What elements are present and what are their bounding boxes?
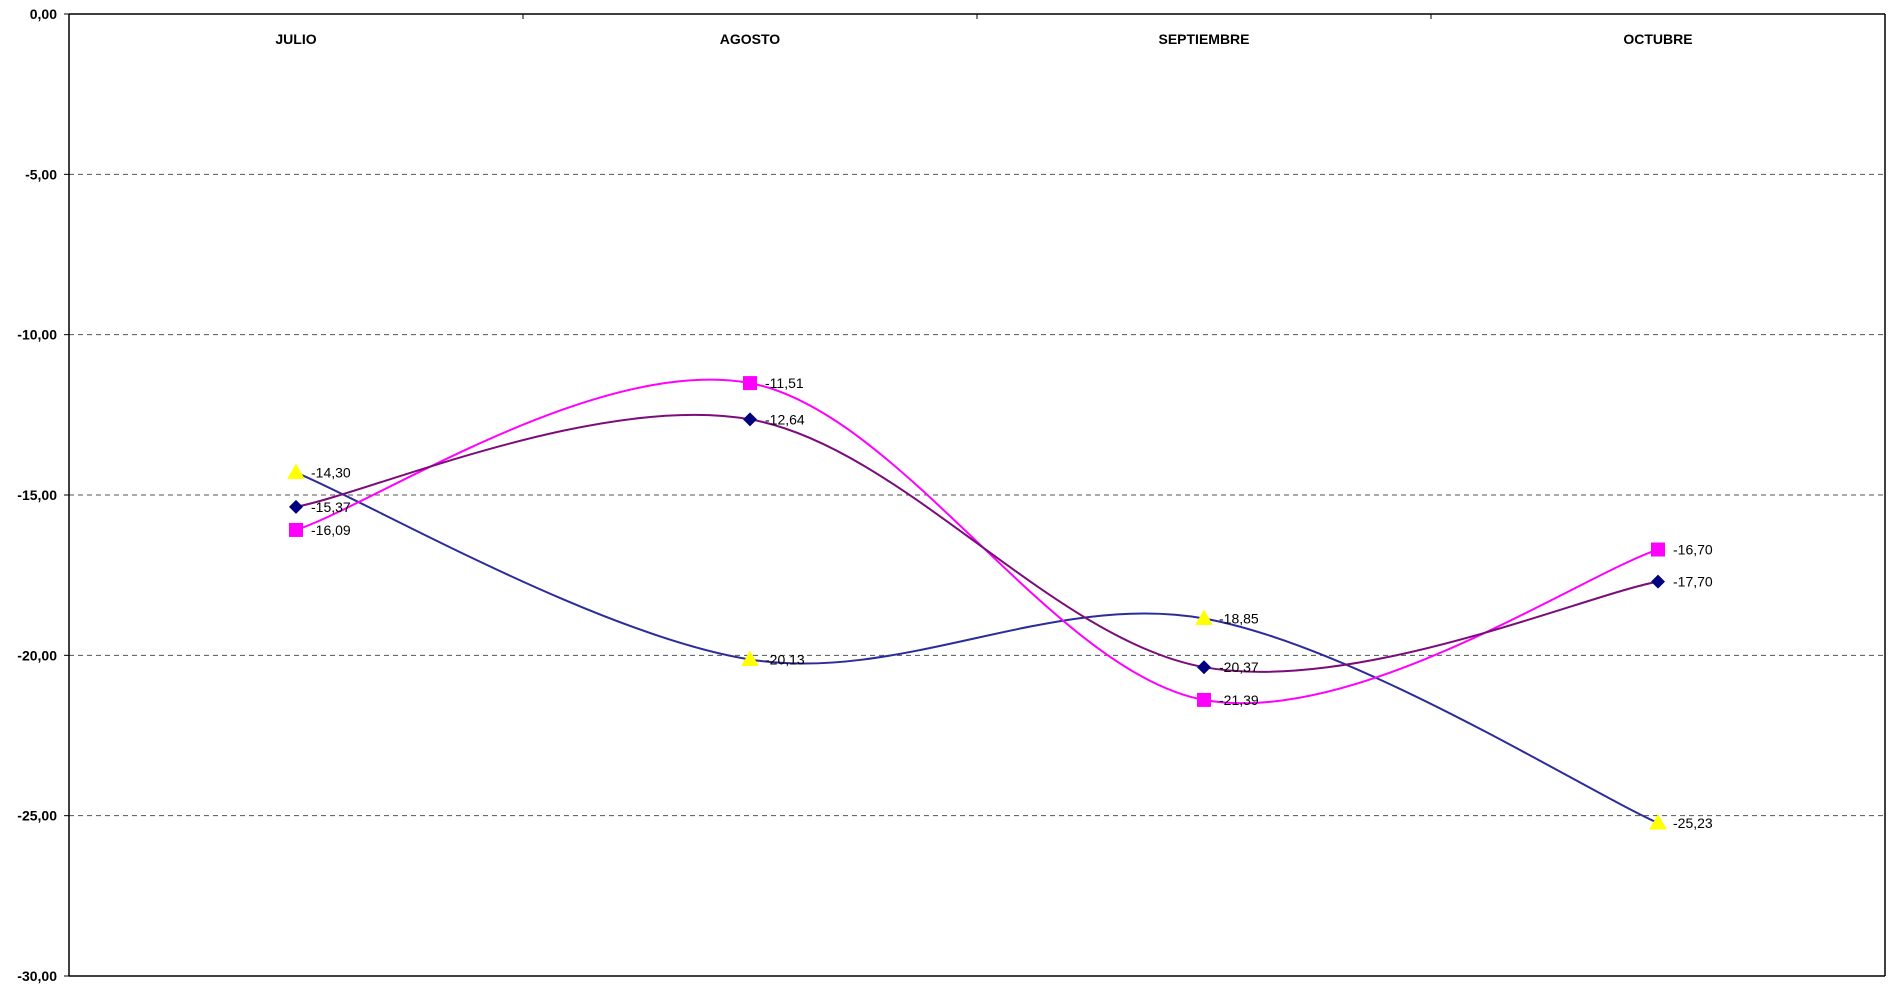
category-label: OCTUBRE — [1623, 31, 1692, 47]
series-line-3 — [295, 413, 1659, 673]
data-label: -15,37 — [311, 499, 351, 515]
data-label: -25,23 — [1673, 815, 1713, 831]
y-tick-label: -15,00 — [17, 487, 57, 503]
data-point-diamond — [289, 499, 303, 514]
category-label: JULIO — [275, 31, 316, 47]
data-label: -16,09 — [311, 522, 351, 538]
y-tick-label: -20,00 — [17, 647, 57, 663]
data-point-diamond — [1651, 574, 1665, 589]
data-label: -20,13 — [765, 652, 805, 668]
data-point-triangle — [1195, 609, 1213, 625]
y-tick-label: -5,00 — [25, 166, 57, 182]
data-point-triangle — [1649, 814, 1667, 830]
y-tick-label: 0,00 — [30, 6, 57, 22]
data-point-triangle — [741, 650, 759, 667]
data-label: -21,39 — [1219, 692, 1259, 708]
y-tick-label: -30,00 — [17, 968, 57, 984]
data-label: -14,30 — [311, 465, 351, 481]
series-line-2 — [295, 378, 1659, 705]
data-label: -12,64 — [765, 411, 805, 427]
y-axis-tick-labels: 0,00 -5,00 -10,00 -15,00 -20,00 -25,00 -30,00 — [17, 6, 57, 984]
data-point-diamond — [743, 412, 757, 427]
category-labels: JULIO AGOSTO SEPTIEMBRE OCTUBRE — [275, 31, 1692, 47]
data-point-square — [743, 376, 757, 391]
y-tick-label: -25,00 — [17, 808, 57, 824]
data-point-triangle — [287, 463, 305, 480]
series-markers — [287, 376, 1667, 830]
data-point-square — [1651, 542, 1665, 557]
data-point-diamond — [1197, 660, 1211, 675]
series-line-1 — [295, 471, 1659, 824]
y-tick-label: -10,00 — [17, 327, 57, 343]
data-point-square — [1197, 692, 1211, 707]
category-label: SEPTIEMBRE — [1158, 31, 1249, 47]
data-labels: -14,30 -20,13 -18,85 -25,23 -16,09 -11,51 -21,… — [311, 375, 1713, 831]
category-label: AGOSTO — [720, 31, 781, 47]
data-label: -17,70 — [1673, 574, 1713, 590]
data-label: -20,37 — [1219, 659, 1259, 675]
data-label: -18,85 — [1219, 610, 1259, 626]
data-label: -11,51 — [765, 375, 804, 391]
gridlines — [69, 173, 1885, 817]
data-label: -16,70 — [1673, 542, 1713, 558]
axes — [64, 13, 1886, 977]
data-point-square — [289, 522, 303, 537]
series-lines — [295, 378, 1659, 824]
